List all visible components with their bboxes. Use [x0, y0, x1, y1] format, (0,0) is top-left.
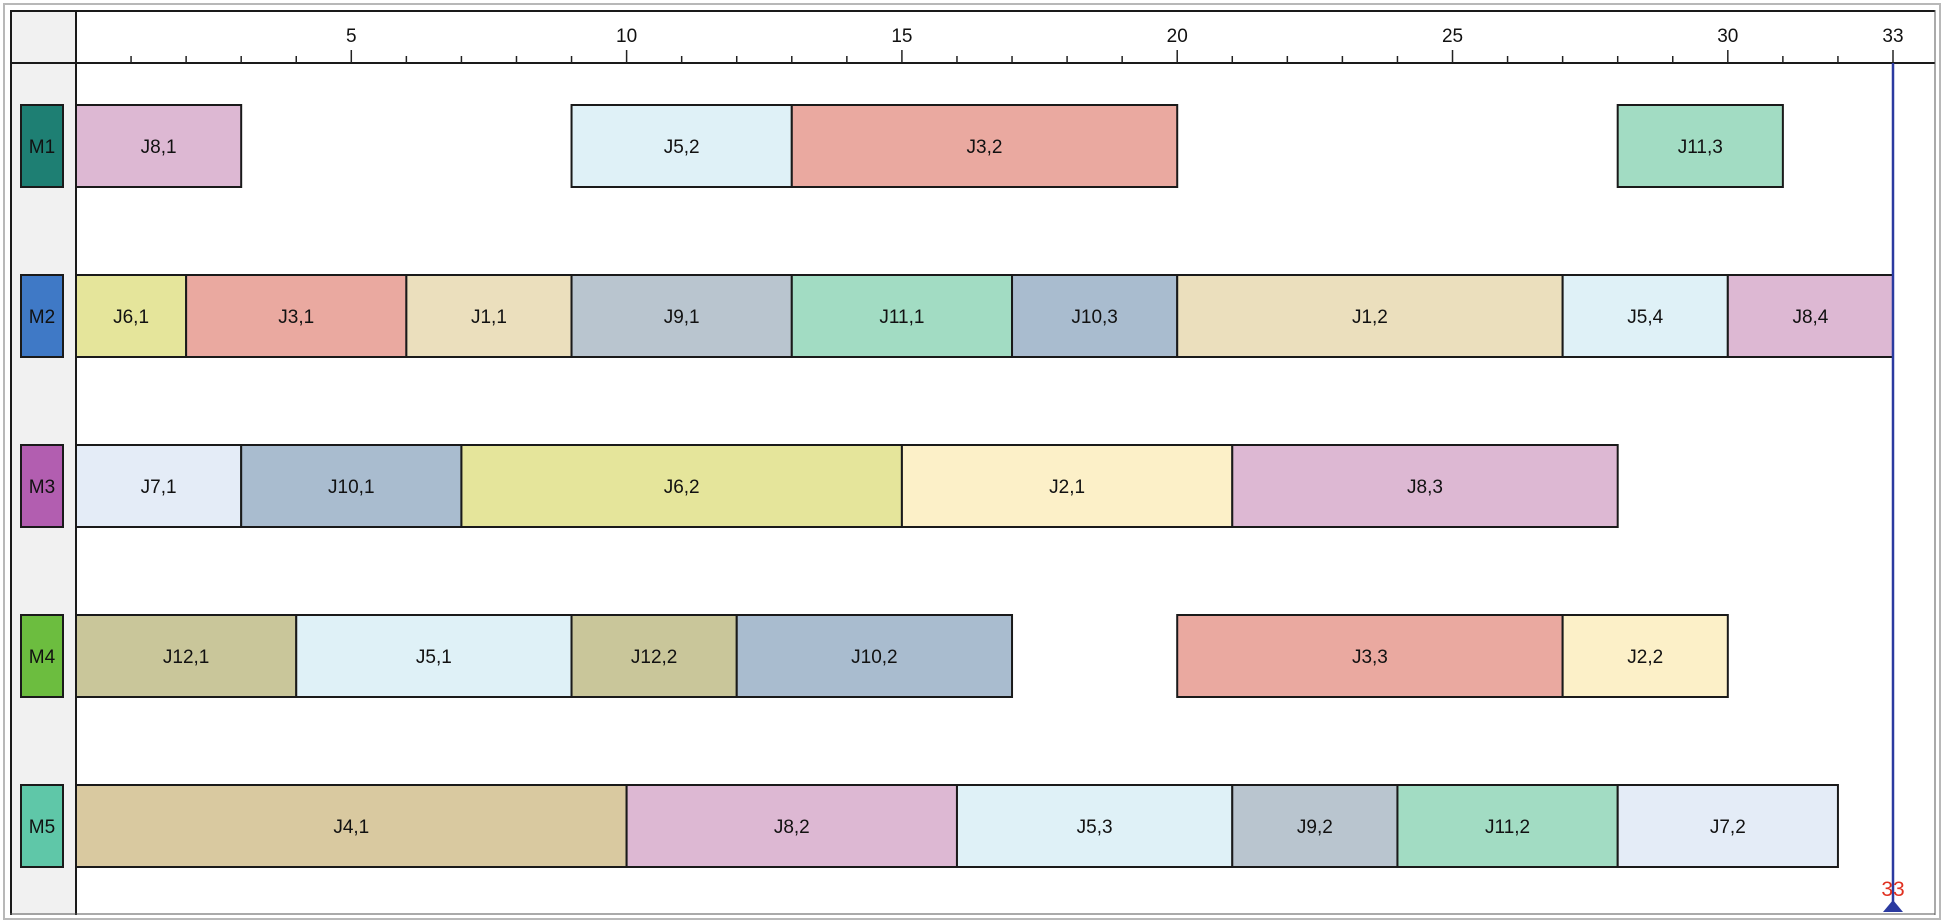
machine-swatch [20, 274, 64, 358]
task-label: J8,3 [1407, 477, 1443, 498]
task-label: J8,1 [141, 137, 177, 158]
task-bars: J8,1 J5,2 J3,2 J11,3 J6,1 J3,1 J1,1 J9,1 J11,1 J1… [75, 104, 1895, 868]
task-bar[interactable] [570, 104, 793, 188]
task-bar[interactable] [75, 784, 628, 868]
task-label: J7,1 [141, 477, 177, 498]
task-label: J5,4 [1627, 307, 1663, 328]
task-bar[interactable] [75, 274, 188, 358]
task-bar[interactable] [1561, 614, 1729, 698]
task-bar[interactable] [570, 274, 793, 358]
task-bar[interactable] [1176, 274, 1564, 358]
task-label: J5,3 [1077, 817, 1113, 838]
machine-label: M4 [29, 647, 56, 668]
machine-swatch [20, 104, 64, 188]
task-label: J1,2 [1352, 307, 1388, 328]
task-label: J2,1 [1049, 477, 1085, 498]
task-bar[interactable] [735, 614, 1014, 698]
task-bar[interactable] [295, 614, 573, 698]
task-label: J4,1 [333, 817, 369, 838]
task-label: J12,2 [631, 647, 677, 668]
task-bar[interactable] [460, 444, 903, 528]
task-bar[interactable] [900, 444, 1234, 528]
task-label: J11,1 [879, 307, 924, 328]
time-ruler [76, 10, 1935, 63]
tick-label: 20 [1167, 26, 1188, 47]
task-label: J6,2 [664, 477, 700, 498]
task-label: J10,1 [328, 477, 374, 498]
task-label: J6,1 [113, 307, 149, 328]
task-bar[interactable] [75, 444, 243, 528]
tick-label: 15 [891, 26, 912, 47]
task-bar[interactable] [1561, 274, 1729, 358]
task-bar[interactable] [1616, 784, 1839, 868]
task-bar[interactable] [75, 104, 243, 188]
machine-swatch [20, 444, 64, 528]
machine-labels: M1 M2 M3 M4 M5 [20, 104, 64, 868]
task-label: J10,3 [1071, 307, 1117, 328]
task-label: J5,1 [416, 647, 452, 668]
tick-label: 10 [616, 26, 637, 47]
task-bar[interactable] [955, 784, 1234, 868]
task-bar[interactable] [1231, 784, 1399, 868]
task-label: J2,2 [1627, 647, 1663, 668]
machine-label: M1 [29, 137, 55, 158]
task-label: J1,1 [471, 307, 507, 328]
task-bar[interactable] [1616, 104, 1784, 188]
task-label: J12,1 [163, 647, 209, 668]
machine-label: M3 [29, 477, 55, 498]
machine-label: M5 [29, 817, 55, 838]
machine-swatch [20, 614, 64, 698]
makespan-marker: 33 [1881, 63, 1905, 912]
task-bar[interactable] [1396, 784, 1619, 868]
task-bar[interactable] [1231, 444, 1619, 528]
x-axis-ticks: 5 10 15 20 25 30 33 [130, 26, 1904, 63]
makespan-arrow [1883, 900, 1903, 912]
task-label: J3,3 [1352, 647, 1388, 668]
tick-label: 30 [1717, 26, 1738, 47]
task-label: J3,1 [278, 307, 314, 328]
task-label: J9,1 [664, 307, 700, 328]
task-label: J3,2 [967, 137, 1003, 158]
task-label: J7,2 [1710, 817, 1746, 838]
tick-label: 33 [1882, 26, 1903, 47]
tick-label: 25 [1442, 26, 1463, 47]
task-bar[interactable] [625, 784, 958, 868]
task-bar[interactable] [240, 444, 463, 528]
task-label: J11,3 [1678, 137, 1723, 158]
machine-swatch [20, 784, 64, 868]
task-bar[interactable] [75, 614, 298, 698]
task-label: J5,2 [664, 137, 700, 158]
task-bar[interactable] [1176, 614, 1564, 698]
task-bar[interactable] [790, 104, 1179, 188]
task-bar[interactable] [790, 274, 1014, 358]
machine-label: M2 [29, 307, 55, 328]
task-label: J8,2 [774, 817, 810, 838]
task-label: J8,4 [1792, 307, 1828, 328]
task-label: J9,2 [1297, 817, 1333, 838]
tick-label: 5 [346, 26, 357, 47]
task-label: J10,2 [851, 647, 897, 668]
makespan-label: 33 [1881, 878, 1904, 901]
task-label: J11,2 [1485, 817, 1530, 838]
